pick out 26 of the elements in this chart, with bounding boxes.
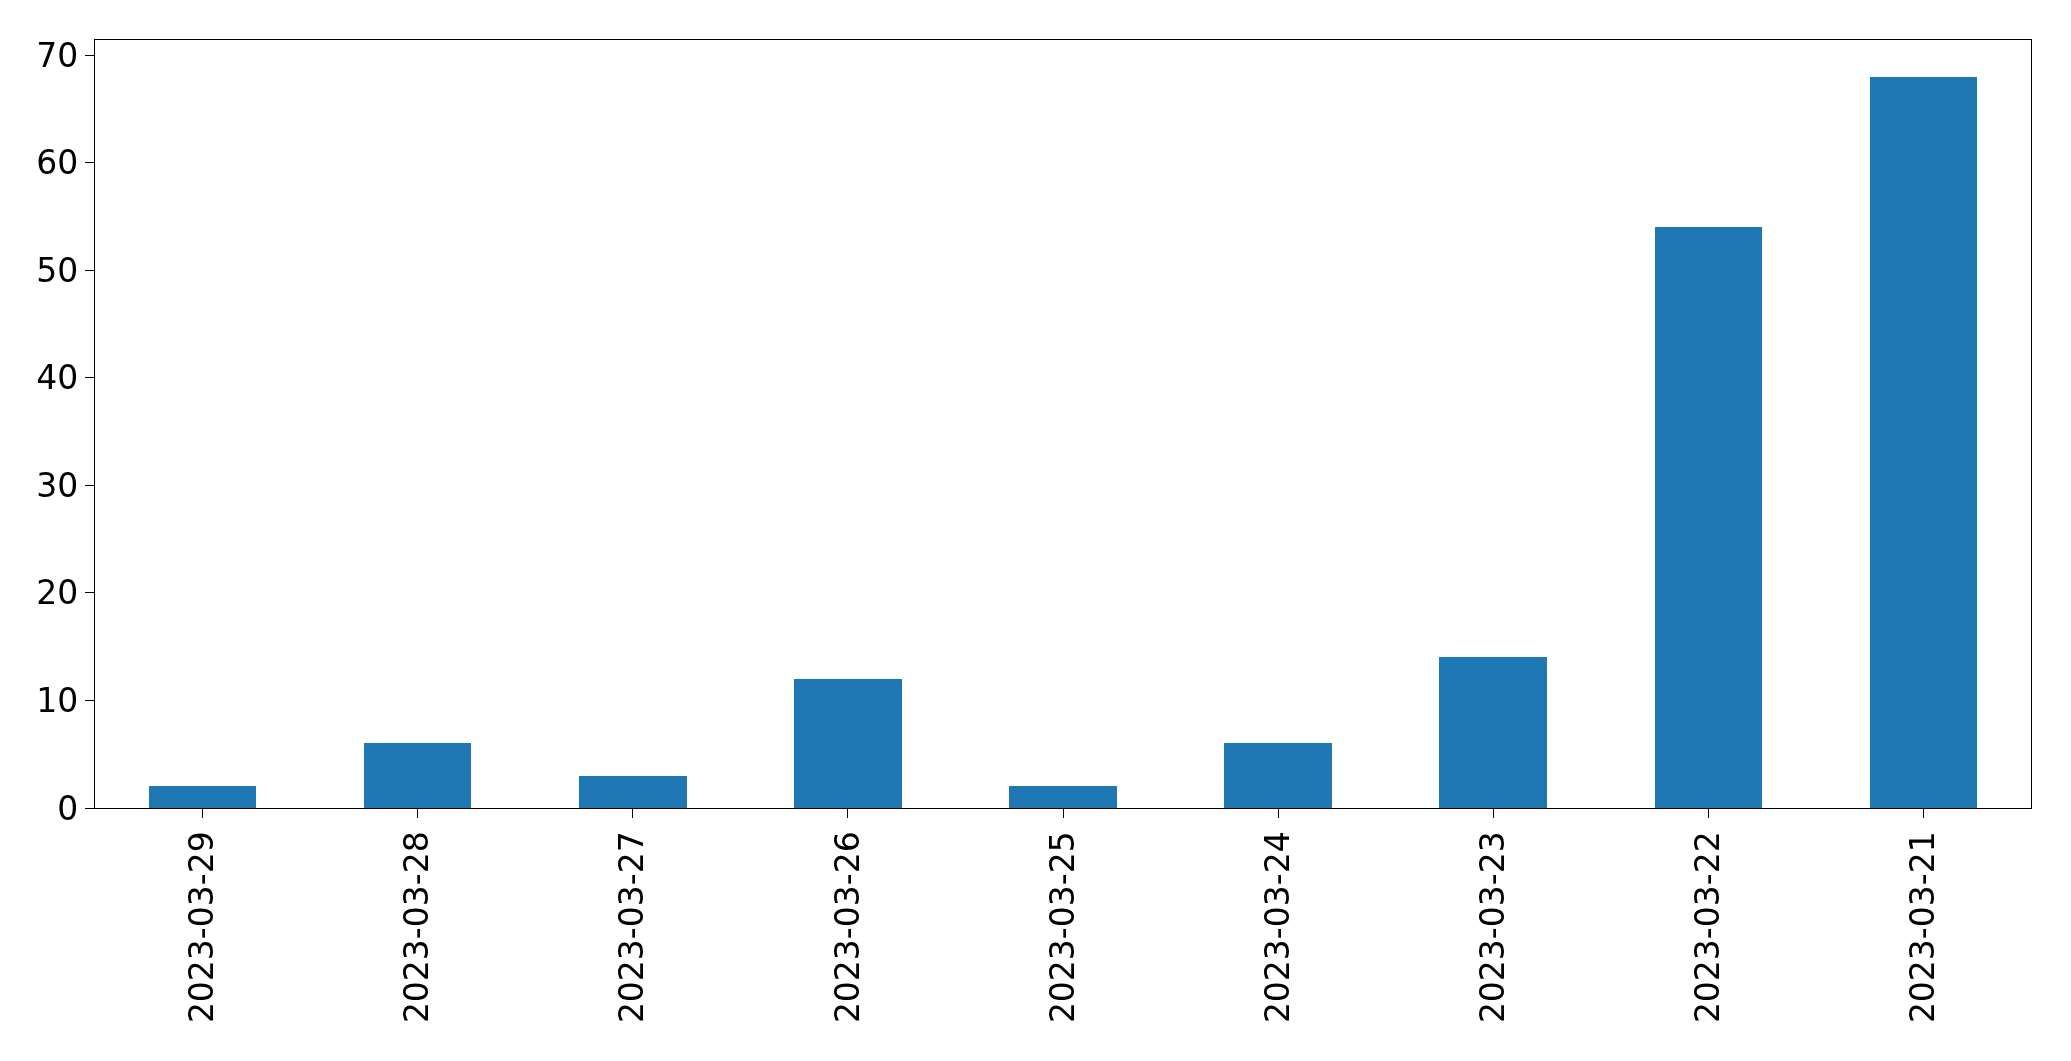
- y-tick-label: 0: [57, 788, 79, 828]
- bar: [579, 776, 687, 808]
- y-tick-label: 10: [36, 680, 79, 720]
- x-tick-label: 2023-03-23: [1472, 831, 1512, 1024]
- y-tick-label: 70: [36, 35, 79, 75]
- y-tick-label: 50: [36, 250, 79, 290]
- x-tick-label: 2023-03-27: [612, 831, 652, 1024]
- y-tick-label: 40: [36, 358, 79, 398]
- bar: [1439, 657, 1547, 808]
- bar: [1655, 227, 1762, 808]
- x-tick-label: 2023-03-28: [397, 831, 437, 1024]
- y-tick-label: 30: [36, 465, 79, 505]
- bar: [364, 743, 471, 808]
- bar: [1224, 743, 1332, 808]
- y-tick-label: 20: [36, 573, 79, 613]
- x-tick-label: 2023-03-22: [1688, 831, 1728, 1024]
- bar: [794, 679, 902, 808]
- x-tick-label: 2023-03-25: [1042, 831, 1082, 1024]
- bar: [149, 786, 256, 808]
- x-tick-label: 2023-03-29: [182, 831, 222, 1024]
- y-tick-label: 60: [36, 143, 79, 183]
- x-tick-label: 2023-03-21: [1903, 831, 1943, 1024]
- bar: [1870, 77, 1977, 808]
- x-tick-label: 2023-03-26: [827, 831, 867, 1024]
- bar: [1009, 786, 1117, 808]
- x-tick-label: 2023-03-24: [1257, 831, 1297, 1024]
